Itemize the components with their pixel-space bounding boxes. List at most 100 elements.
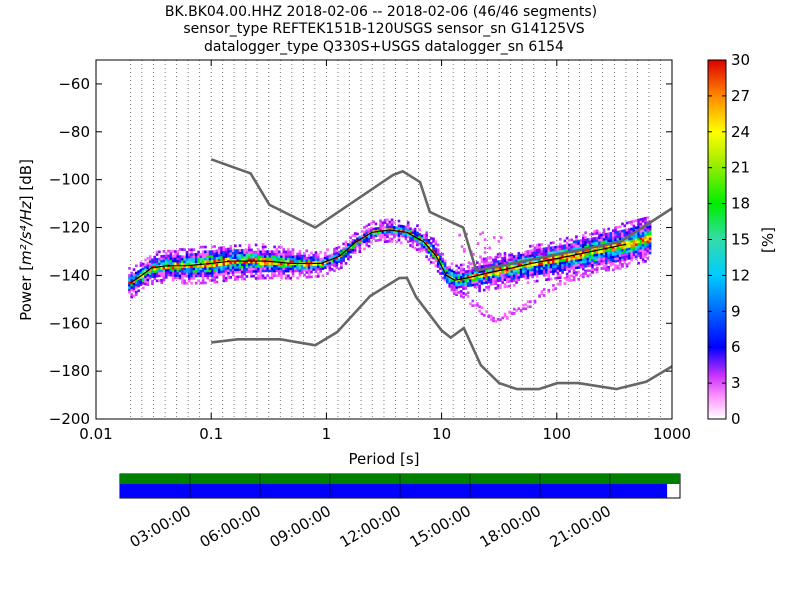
psd-cell [162,254,166,258]
psd-cell [314,260,318,264]
psd-cell [429,244,433,247]
psd-cell [558,237,562,241]
psd-cell [600,235,604,239]
psd-cell [199,255,203,259]
psd-outlier-cell [476,303,479,307]
psd-cell [224,271,228,275]
psd-cell [471,271,475,275]
psd-cell [549,260,553,264]
psd-cell [489,280,493,284]
psd-cell [639,225,643,228]
psd-cell [247,243,251,247]
psd-cell [427,250,431,254]
psd-cell [194,260,198,263]
psd-cell [503,285,507,289]
psd-cell [648,237,652,240]
psd-cell [162,278,166,282]
psd-cell [342,242,345,246]
psd-cell [236,263,240,267]
psd-cell [146,276,150,279]
psd-cell [132,289,136,293]
psd-cell [512,269,516,273]
psd-cell [572,271,576,275]
psd-cell [616,242,620,246]
psd-cell [464,282,468,285]
psd-cell [533,256,537,259]
psd-cell [201,276,205,280]
psd-cell [450,262,454,266]
psd-cell [307,254,311,257]
psd-cell [319,250,322,254]
psd-cell [204,250,207,254]
psd-cell [469,272,472,275]
psd-cell [409,229,412,233]
psd-cell [572,264,576,268]
psd-cell [406,230,410,234]
psd-cell [570,243,574,246]
psd-cell [621,222,624,226]
psd-cell [462,284,465,288]
psd-cell [204,271,207,275]
psd-cell [579,251,583,255]
psd-cell [346,248,350,251]
psd-cell [158,267,161,270]
psd-outlier-cell [625,263,629,267]
psd-cell [296,269,299,273]
psd-cell [238,258,242,262]
psd-cell [349,236,352,240]
psd-cell [245,253,249,257]
psd-cell [344,245,348,249]
psd-cell [575,237,578,241]
psd-cell [321,262,325,266]
psd-cell [416,243,419,247]
psd-cell [427,248,431,252]
psd-cell [561,247,564,250]
psd-cell [570,238,574,242]
psd-cell [367,237,371,241]
psd-cell [533,280,537,283]
psd-cell [266,255,269,258]
psd-cell [213,271,216,275]
psd-cell [614,228,617,232]
psd-cell [206,269,210,273]
psd-cell [556,267,560,270]
psd-cell [515,259,518,263]
psd-cell [213,273,216,277]
psd-cell [630,242,633,245]
psd-cell [621,246,624,250]
psd-cell [388,239,392,243]
psd-cell [611,231,615,235]
psd-cell [363,226,366,229]
psd-cell [342,249,345,253]
psd-cell [208,279,212,282]
psd-cell [353,251,357,255]
psd-outlier-cell [460,267,464,271]
psd-cell [139,264,143,267]
psd-cell [556,262,560,265]
psd-cell [425,231,428,235]
psd-cell [222,267,226,271]
psd-cell [452,275,456,279]
psd-cell [568,274,571,278]
psd-cell [591,232,594,236]
psd-cell [632,246,636,249]
psd-outlier-cell [616,264,620,268]
psd-cell [582,234,585,237]
psd-cell [425,238,428,242]
psd-cell [201,264,205,268]
psd-cell [552,272,555,276]
psd-cell [277,271,281,275]
psd-cell [238,251,242,255]
psd-cell [215,280,219,284]
colorbar-tick-label: 0 [731,410,741,428]
psd-cell [171,276,175,280]
psd-cell [455,288,458,292]
psd-cell [496,267,500,271]
psd-cell [547,270,551,274]
psd-cell [356,244,359,248]
psd-cell [517,278,521,281]
psd-cell [208,252,212,256]
psd-outlier-cell [459,294,463,298]
psd-cell [183,267,187,271]
psd-cell [386,235,389,238]
